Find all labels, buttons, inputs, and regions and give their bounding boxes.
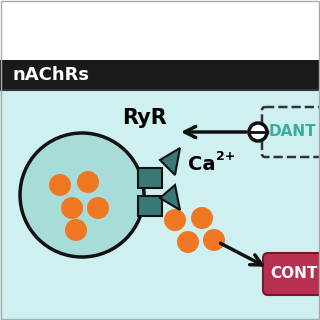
FancyBboxPatch shape [0, 60, 320, 90]
Text: DANT: DANT [269, 124, 316, 140]
Circle shape [61, 197, 83, 219]
FancyBboxPatch shape [263, 253, 320, 295]
Circle shape [164, 209, 186, 231]
Text: 2+: 2+ [216, 150, 236, 164]
Text: Ca: Ca [188, 156, 215, 174]
Circle shape [203, 229, 225, 251]
Circle shape [177, 231, 199, 253]
FancyBboxPatch shape [0, 0, 320, 60]
FancyBboxPatch shape [138, 196, 162, 216]
Polygon shape [160, 148, 180, 175]
Circle shape [49, 174, 71, 196]
Circle shape [20, 133, 144, 257]
Circle shape [65, 219, 87, 241]
Text: CONT: CONT [270, 267, 318, 282]
Text: nAChRs: nAChRs [12, 66, 89, 84]
Circle shape [87, 197, 109, 219]
Polygon shape [160, 185, 180, 210]
Text: RyR: RyR [122, 108, 167, 128]
Circle shape [249, 123, 267, 141]
Circle shape [191, 207, 213, 229]
Circle shape [77, 171, 99, 193]
FancyBboxPatch shape [0, 60, 320, 320]
FancyBboxPatch shape [138, 168, 162, 188]
FancyBboxPatch shape [262, 107, 320, 157]
